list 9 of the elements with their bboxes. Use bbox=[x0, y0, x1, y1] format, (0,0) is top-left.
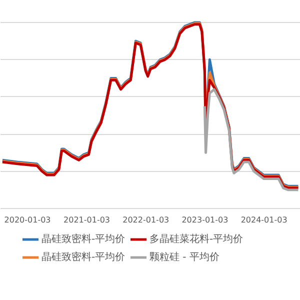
legend-label: 多晶硅菜花料-平均价 bbox=[150, 233, 244, 245]
legend-label: 颗粒硅 - 平均价 bbox=[150, 251, 220, 263]
legend-label: 晶硅致密料-平均价 bbox=[42, 251, 126, 263]
x-tick-label: 2021-01-03 bbox=[64, 216, 110, 224]
x-tick-label: 2024-01-03 bbox=[240, 216, 288, 224]
legend-label: 晶硅致密料-平均价 bbox=[42, 233, 126, 245]
x-tick-label: 2020-01-03 bbox=[4, 216, 51, 224]
x-tick-label: 2022-01-03 bbox=[122, 216, 170, 224]
x-tick-label: 2023-01-03 bbox=[182, 216, 228, 224]
